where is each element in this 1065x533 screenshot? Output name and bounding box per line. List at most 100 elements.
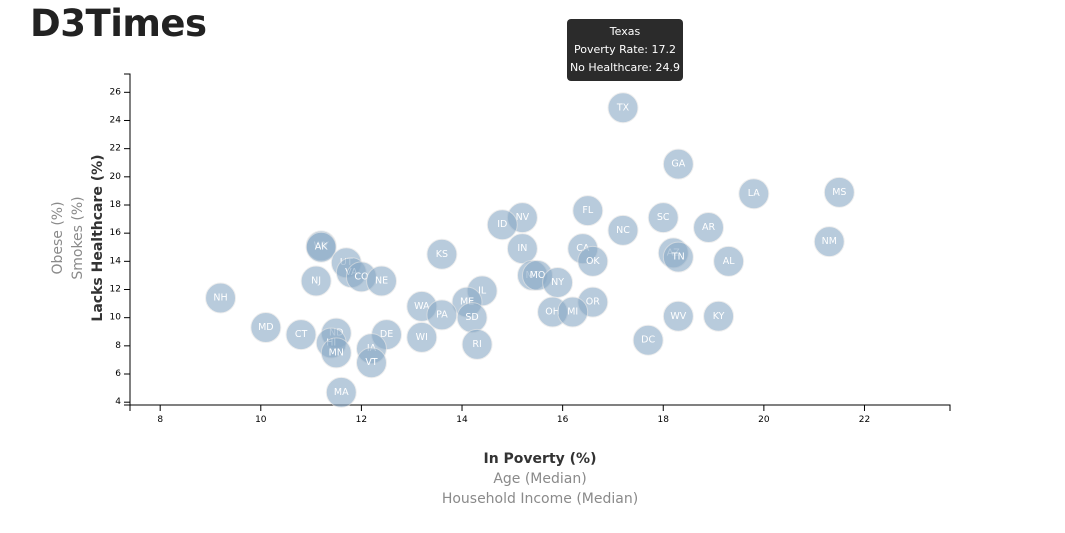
state-point-ga[interactable]: GA bbox=[662, 148, 694, 180]
y-tick: 26 bbox=[110, 87, 130, 97]
state-circle[interactable] bbox=[406, 321, 438, 353]
y-axis-label-obese[interactable]: Obese (%) bbox=[50, 201, 66, 274]
state-point-ks[interactable]: KS bbox=[426, 238, 458, 270]
state-label: NE bbox=[375, 276, 388, 287]
tooltip: Texas Poverty Rate: 17.2 No Healthcare: … bbox=[567, 19, 683, 81]
state-circle[interactable] bbox=[738, 178, 770, 210]
state-circle[interactable] bbox=[703, 300, 735, 332]
state-circle[interactable] bbox=[713, 245, 745, 277]
state-point-mn[interactable]: MN bbox=[320, 337, 352, 369]
state-label: NV bbox=[516, 212, 530, 223]
x-axis-label-poverty[interactable]: In Poverty (%) bbox=[484, 451, 597, 467]
state-label: OR bbox=[586, 297, 600, 308]
state-point-dc[interactable]: DC bbox=[632, 324, 664, 356]
y-tick: 18 bbox=[110, 200, 130, 210]
state-circle[interactable] bbox=[662, 241, 694, 273]
state-label: AR bbox=[702, 222, 715, 233]
state-point-id[interactable]: ID bbox=[486, 209, 518, 241]
state-label: IL bbox=[478, 285, 487, 296]
state-label: GA bbox=[671, 159, 685, 170]
state-point-fl[interactable]: FL bbox=[572, 195, 604, 227]
state-circle[interactable] bbox=[577, 245, 609, 277]
state-circle[interactable] bbox=[426, 238, 458, 270]
x-tick-label: 10 bbox=[255, 415, 267, 425]
state-circle[interactable] bbox=[607, 92, 639, 124]
state-label: ME bbox=[460, 297, 474, 308]
state-label: WA bbox=[414, 301, 430, 312]
state-point-sc[interactable]: SC bbox=[647, 202, 679, 234]
y-tick: 16 bbox=[110, 228, 130, 238]
state-point-ar[interactable]: AR bbox=[693, 212, 725, 244]
state-circle[interactable] bbox=[662, 300, 694, 332]
state-circle[interactable] bbox=[366, 265, 398, 297]
state-point-ak[interactable]: AK bbox=[305, 231, 337, 263]
state-point-mi[interactable]: MI bbox=[557, 296, 589, 328]
state-circle[interactable] bbox=[693, 212, 725, 244]
state-label: CT bbox=[295, 329, 308, 340]
state-circle[interactable] bbox=[823, 176, 855, 208]
state-point-ky[interactable]: KY bbox=[703, 300, 735, 332]
state-point-ms[interactable]: MS bbox=[823, 176, 855, 208]
state-point-md[interactable]: MD bbox=[250, 312, 282, 344]
state-point-ne[interactable]: NE bbox=[366, 265, 398, 297]
state-label: SC bbox=[657, 212, 670, 223]
state-label: MA bbox=[334, 387, 349, 398]
state-circle[interactable] bbox=[647, 202, 679, 234]
state-circle[interactable] bbox=[813, 226, 845, 258]
state-label: TX bbox=[616, 102, 630, 113]
state-label: RI bbox=[472, 339, 481, 350]
state-circle[interactable] bbox=[300, 265, 332, 297]
state-label: TN bbox=[671, 252, 685, 263]
state-point-nh[interactable]: NH bbox=[205, 282, 237, 314]
y-tick: 10 bbox=[110, 313, 130, 323]
state-circle[interactable] bbox=[355, 347, 387, 379]
state-circle[interactable] bbox=[250, 312, 282, 344]
state-circle[interactable] bbox=[607, 214, 639, 246]
state-point-tx[interactable]: TX bbox=[607, 92, 639, 124]
state-circle[interactable] bbox=[285, 319, 317, 351]
state-circle[interactable] bbox=[662, 148, 694, 180]
state-point-wv[interactable]: WV bbox=[662, 300, 694, 332]
y-axis-label-smokes[interactable]: Smokes (%) bbox=[70, 196, 86, 279]
y-tick-label: 22 bbox=[110, 144, 121, 154]
state-point-nc[interactable]: NC bbox=[607, 214, 639, 246]
state-label: IN bbox=[517, 243, 527, 254]
state-point-pa[interactable]: PA bbox=[426, 299, 458, 331]
state-label: NJ bbox=[311, 276, 321, 287]
x-axis-label-income[interactable]: Household Income (Median) bbox=[442, 491, 638, 507]
state-point-ri[interactable]: RI bbox=[461, 328, 493, 360]
state-circle[interactable] bbox=[461, 328, 493, 360]
state-circle[interactable] bbox=[305, 231, 337, 263]
state-circle[interactable] bbox=[557, 296, 589, 328]
y-tick-label: 4 bbox=[115, 397, 121, 407]
state-point-in[interactable]: IN bbox=[506, 233, 538, 265]
state-point-ny[interactable]: NY bbox=[542, 266, 574, 298]
state-point-al[interactable]: AL bbox=[713, 245, 745, 277]
state-circle[interactable] bbox=[572, 195, 604, 227]
state-label: DC bbox=[641, 335, 655, 346]
state-point-ok[interactable]: OK bbox=[577, 245, 609, 277]
state-label: OH bbox=[545, 307, 560, 318]
state-circle[interactable] bbox=[632, 324, 664, 356]
y-tick-label: 14 bbox=[110, 256, 122, 266]
state-label: SD bbox=[465, 312, 478, 323]
state-point-la[interactable]: LA bbox=[738, 178, 770, 210]
state-point-vt[interactable]: VT bbox=[355, 347, 387, 379]
state-point-nm[interactable]: NM bbox=[813, 226, 845, 258]
state-circle[interactable] bbox=[205, 282, 237, 314]
x-tick: 10 bbox=[255, 405, 267, 425]
state-circle[interactable] bbox=[325, 376, 357, 408]
tooltip-healthcare: No Healthcare: 24.9 bbox=[569, 61, 681, 74]
data-points: TXGALAMSFLNVIDSCNCARNMCAINOKAZTNALKSWYAK… bbox=[205, 92, 855, 408]
state-circle[interactable] bbox=[486, 209, 518, 241]
state-point-wi[interactable]: WI bbox=[406, 321, 438, 353]
y-axis-label-healthcare[interactable]: Lacks Healthcare (%) bbox=[90, 154, 106, 321]
state-point-ma[interactable]: MA bbox=[325, 376, 357, 408]
state-point-nj[interactable]: NJ bbox=[300, 265, 332, 297]
state-circle[interactable] bbox=[320, 337, 352, 369]
y-axis-line bbox=[124, 73, 131, 406]
state-point-ct[interactable]: CT bbox=[285, 319, 317, 351]
state-point-tn[interactable]: TN bbox=[662, 241, 694, 273]
x-axis-label-age[interactable]: Age (Median) bbox=[493, 471, 586, 487]
state-point-sd[interactable]: SD bbox=[456, 302, 488, 334]
